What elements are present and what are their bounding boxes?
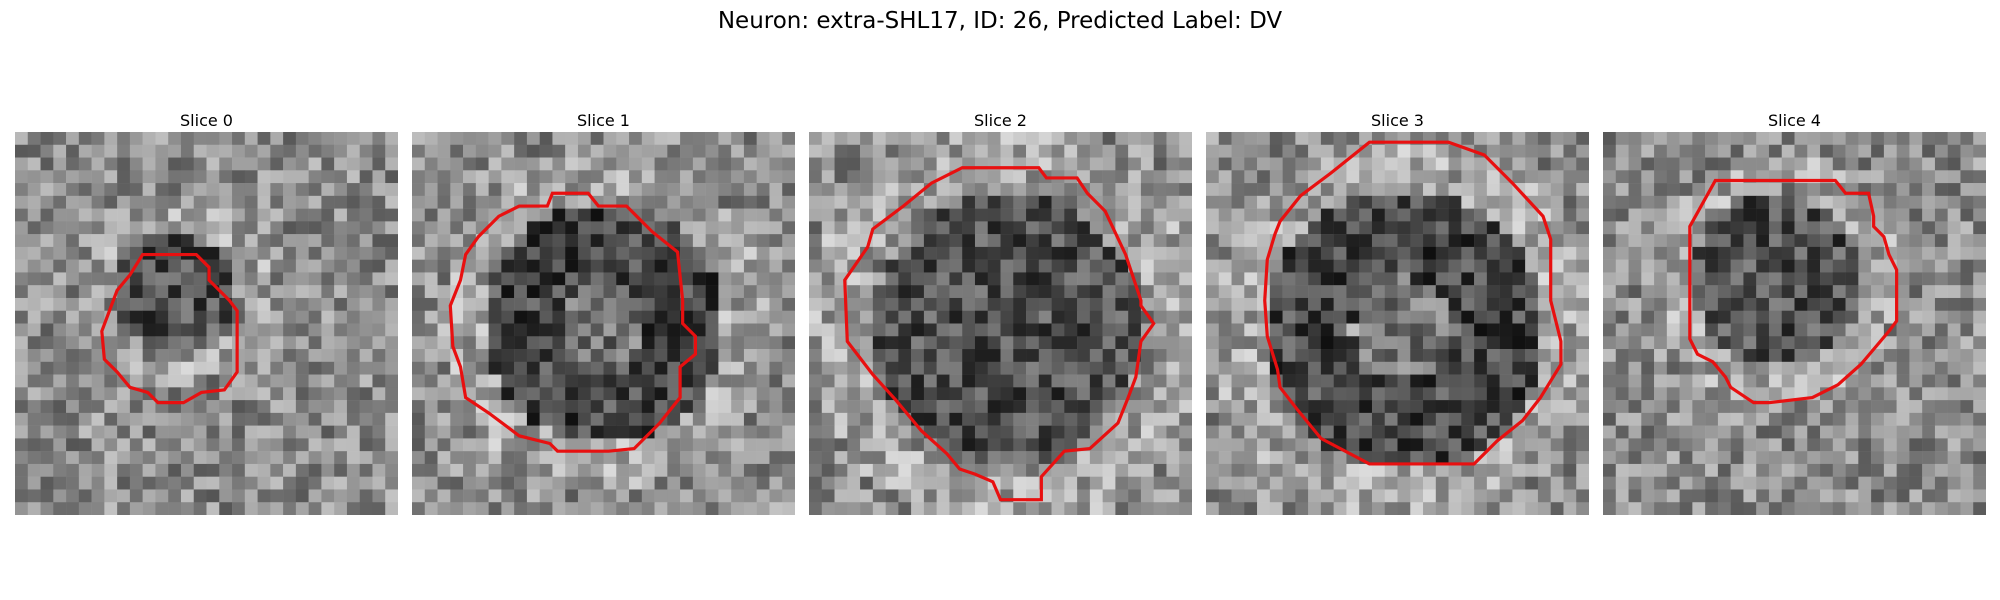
- slice-contour-4: [1688, 178, 1899, 405]
- slice-panel-4: Slice 4: [1603, 109, 1986, 515]
- slice-contour-3: [1263, 140, 1563, 466]
- slice-panel-3: Slice 3: [1206, 109, 1589, 515]
- slice-title-1: Slice 1: [577, 111, 630, 130]
- slice-contour-0: [100, 252, 239, 405]
- slice-panel-0: Slice 0: [15, 109, 398, 515]
- slice-title-3: Slice 3: [1371, 111, 1424, 130]
- slice-panel-1: Slice 1: [412, 109, 795, 515]
- slice-title-0: Slice 0: [180, 111, 233, 130]
- slice-image-4: [1603, 132, 1986, 515]
- slice-title-2: Slice 2: [974, 111, 1027, 130]
- slice-image-1: [412, 132, 795, 515]
- slice-image-2: [809, 132, 1192, 515]
- slice-pixels-0: [15, 132, 398, 515]
- slice-title-4: Slice 4: [1768, 111, 1821, 130]
- slice-pixels-4: [1603, 132, 1986, 515]
- slice-pixels-1: [412, 132, 795, 515]
- slice-image-3: [1206, 132, 1589, 515]
- slice-panel-2: Slice 2: [809, 109, 1192, 515]
- slice-image-0: [15, 132, 398, 515]
- figure-title: Neuron: extra-SHL17, ID: 26, Predicted L…: [717, 8, 1283, 34]
- slice-pixels-3: [1206, 132, 1589, 515]
- slice-pixels-2: [809, 132, 1192, 515]
- slice-contour-2: [843, 166, 1156, 502]
- slice-contour-1: [448, 191, 698, 453]
